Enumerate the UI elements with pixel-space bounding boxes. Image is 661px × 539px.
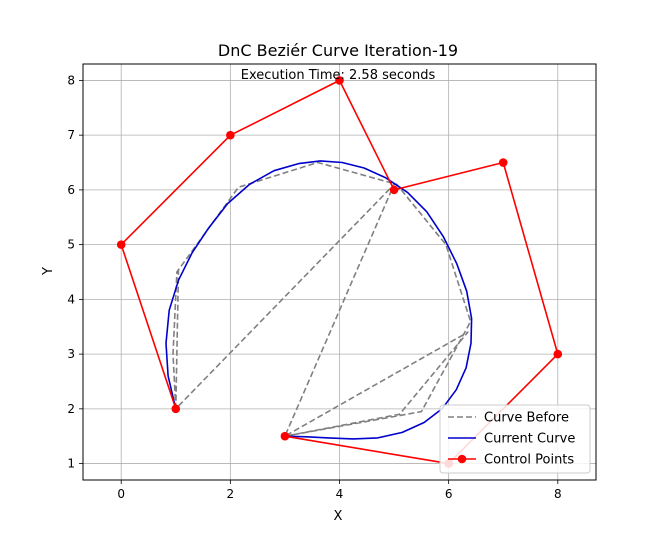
control-point-marker bbox=[226, 130, 235, 140]
legend-marker bbox=[457, 454, 467, 464]
curve-before-line bbox=[172, 161, 472, 438]
legend-label: Current Curve bbox=[484, 432, 575, 447]
y-tick-label: 4 bbox=[67, 292, 75, 306]
y-tick-label: 7 bbox=[67, 128, 75, 142]
control-point-marker bbox=[498, 158, 508, 167]
x-tick-label: 2 bbox=[227, 487, 235, 501]
control-point-marker bbox=[171, 404, 181, 414]
y-tick-label: 2 bbox=[67, 402, 75, 416]
control-point-marker bbox=[280, 431, 290, 441]
legend-label: Curve Before bbox=[484, 411, 569, 426]
execution-time-annotation: Execution Time: 2.58 seconds bbox=[241, 68, 436, 83]
legend: Curve Before Current Curve Control Points bbox=[439, 404, 591, 474]
y-tick-label: 5 bbox=[67, 238, 75, 252]
control-point-marker bbox=[553, 349, 563, 359]
y-tick-label: 3 bbox=[67, 347, 75, 361]
y-tick-label: 6 bbox=[67, 183, 75, 197]
y-tick-label: 1 bbox=[67, 457, 75, 471]
control-point-marker bbox=[116, 240, 126, 249]
chart-title: DnC Beziér Curve Iteration-19 bbox=[218, 41, 458, 60]
x-tick-label: 8 bbox=[554, 487, 562, 501]
axis-ticks: 0 2 4 6 8 1 2 3 4 5 6 7 8 bbox=[67, 73, 561, 501]
x-tick-label: 0 bbox=[117, 487, 125, 501]
control-point-marker bbox=[389, 185, 399, 195]
x-tick-label: 6 bbox=[445, 487, 453, 501]
current-curve-line bbox=[165, 160, 473, 440]
legend-box bbox=[439, 404, 591, 474]
y-axis-label: Y bbox=[41, 267, 56, 276]
x-tick-label: 4 bbox=[336, 487, 344, 501]
x-axis-label: X bbox=[334, 509, 343, 524]
y-tick-label: 8 bbox=[67, 73, 75, 87]
legend-label: Control Points bbox=[484, 453, 574, 468]
control-point-marker bbox=[335, 76, 344, 85]
